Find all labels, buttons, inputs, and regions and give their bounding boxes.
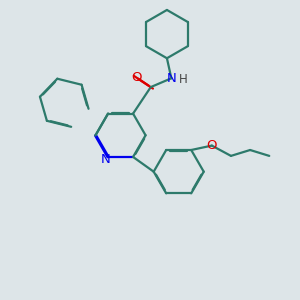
Text: N: N [101, 153, 111, 167]
Text: H: H [179, 73, 188, 86]
Text: N: N [167, 72, 176, 85]
Text: O: O [131, 71, 141, 84]
Text: O: O [207, 139, 217, 152]
